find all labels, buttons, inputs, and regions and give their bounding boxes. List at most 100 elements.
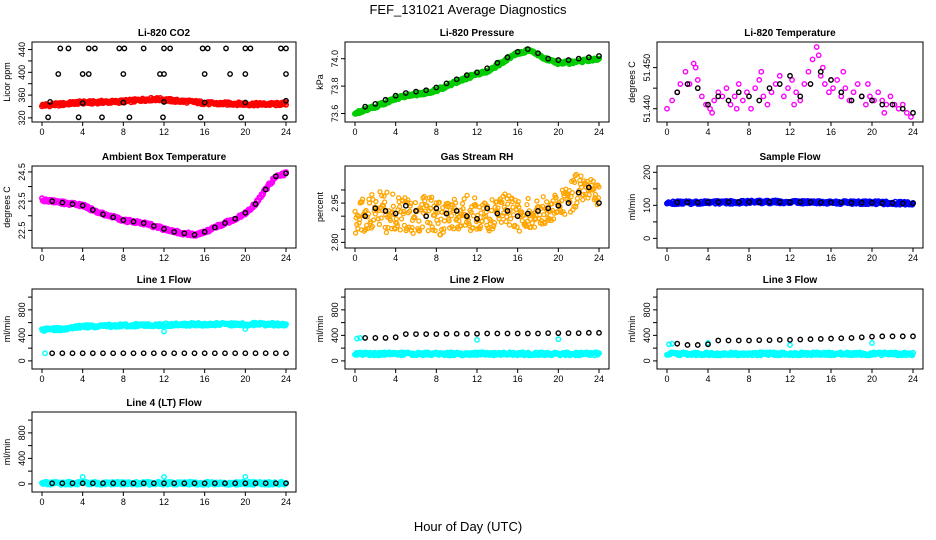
y-axis-label: kPa: [315, 74, 325, 90]
data-point: [910, 200, 916, 207]
data-point: [858, 93, 865, 100]
data-point: [272, 480, 279, 487]
data-point: [787, 72, 793, 79]
data-point: [410, 230, 416, 236]
data-point: [807, 81, 814, 87]
data-point: [715, 199, 722, 205]
data-point: [460, 206, 466, 212]
x-tick-label: 24: [908, 374, 918, 384]
data-point: [484, 205, 491, 212]
data-point: [830, 85, 836, 92]
data-point: [272, 350, 279, 357]
series-3: [57, 45, 289, 52]
data-point: [474, 330, 480, 337]
data-point: [575, 330, 582, 337]
data-point: [733, 105, 740, 112]
data-point: [181, 480, 188, 487]
data-point: [809, 56, 816, 63]
x-tick-label: 0: [39, 497, 44, 507]
data-point: [723, 85, 730, 92]
data-point: [79, 100, 86, 106]
data-point: [491, 220, 498, 226]
data-point: [372, 101, 379, 107]
data-point: [498, 219, 505, 225]
series-3: [49, 480, 289, 487]
data-point: [826, 89, 832, 96]
x-tick-label: 24: [594, 374, 604, 384]
data-point: [100, 211, 106, 218]
data-point: [69, 201, 76, 207]
data-point: [211, 350, 218, 357]
panel-title: Line 1 Flow: [137, 275, 192, 286]
figure-title: FEF_131021 Average Diagnostics: [369, 2, 567, 17]
data-point: [813, 44, 820, 50]
panel-9: Line 3 Flow ml/min 0 4 8 12 16 20 24 0 400 800: [627, 275, 924, 384]
x-tick-label: 4: [705, 127, 710, 137]
data-point: [89, 350, 96, 357]
data-point: [502, 191, 508, 197]
data-point: [682, 68, 689, 75]
data-point: [398, 216, 405, 222]
x-tick-label: 16: [200, 253, 210, 263]
data-point: [535, 330, 541, 337]
data-point: [167, 45, 174, 52]
data-point: [110, 214, 117, 221]
data-point: [242, 45, 249, 52]
data-point: [815, 52, 822, 59]
data-point: [181, 350, 188, 357]
data-point: [595, 195, 602, 201]
series-1: [664, 44, 914, 120]
series-1: [663, 349, 916, 359]
data-point: [372, 335, 379, 341]
data-point: [99, 114, 105, 121]
data-point: [574, 200, 580, 206]
y-tick-label: 400: [642, 328, 652, 343]
data-point: [42, 480, 48, 487]
data-point: [359, 196, 366, 202]
data-point: [383, 229, 390, 236]
data-point: [553, 194, 559, 201]
series-1: [38, 169, 289, 239]
x-tick-label: 4: [705, 253, 710, 263]
data-point: [161, 45, 167, 52]
data-point: [201, 71, 208, 77]
data-point: [242, 480, 249, 487]
data-point: [516, 228, 523, 234]
data-point: [232, 480, 239, 487]
data-point: [201, 99, 208, 106]
y-axis-label: ml/min: [627, 316, 637, 343]
data-point: [545, 330, 552, 337]
data-point: [578, 184, 585, 190]
plot-area: [38, 45, 289, 121]
data-point: [443, 80, 450, 87]
data-point: [514, 213, 521, 220]
x-tick-label: 8: [121, 374, 126, 384]
data-point: [725, 199, 732, 205]
data-point: [437, 232, 444, 238]
data-point: [242, 71, 249, 77]
data-point: [495, 205, 501, 211]
x-tick-label: 0: [352, 253, 357, 263]
data-point: [776, 72, 783, 79]
data-point: [413, 331, 419, 338]
x-tick-label: 12: [159, 253, 169, 263]
data-point: [562, 211, 568, 217]
data-point: [150, 480, 157, 487]
data-point: [854, 81, 861, 87]
x-tick-label: 4: [393, 253, 398, 263]
data-point: [191, 480, 198, 487]
y-tick-label: 73.6: [330, 105, 340, 123]
data-point: [535, 50, 541, 57]
data-point: [416, 218, 422, 224]
data-point: [171, 480, 178, 487]
data-point: [446, 218, 452, 224]
data-point: [412, 215, 418, 221]
data-point: [110, 350, 117, 357]
data-point: [477, 226, 483, 232]
y-tick-label: 400: [17, 451, 27, 466]
data-point: [542, 220, 548, 226]
data-point: [862, 101, 869, 108]
data-point: [429, 194, 435, 200]
data-point: [525, 195, 531, 202]
data-point: [468, 209, 474, 215]
